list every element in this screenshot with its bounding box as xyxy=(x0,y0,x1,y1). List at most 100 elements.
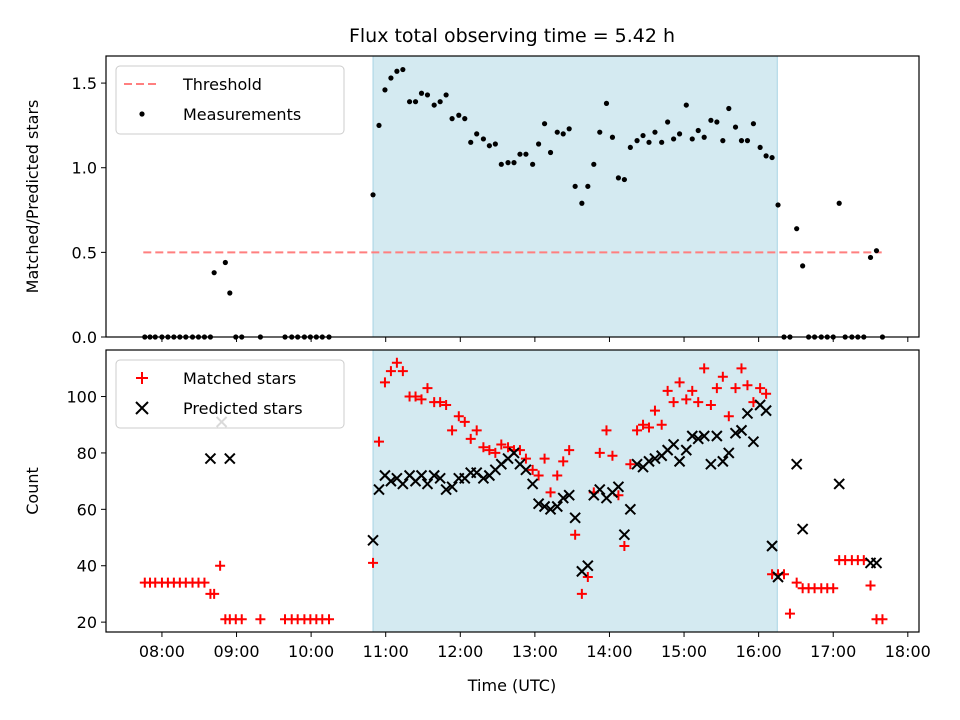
predicted-star-point xyxy=(680,444,692,456)
measurement-point xyxy=(462,116,468,122)
matched-star-point xyxy=(674,377,685,388)
measurement-point xyxy=(486,143,492,149)
predicted-star-point xyxy=(667,438,680,451)
matched-star-point xyxy=(607,450,618,461)
measurement-point xyxy=(732,124,739,130)
matched-star-point xyxy=(465,433,476,444)
measurement-point xyxy=(406,99,413,105)
matched-star-point xyxy=(643,422,654,433)
measurement-point xyxy=(738,138,745,144)
matched-star-point xyxy=(730,383,741,394)
measurement-point xyxy=(498,161,504,167)
matched-star-point xyxy=(471,425,482,436)
predicted-star-point xyxy=(520,464,532,476)
predicted-star-point xyxy=(397,478,409,490)
measurement-point xyxy=(412,99,419,105)
bottom-axes-frame xyxy=(105,349,920,633)
measurement-point xyxy=(523,151,529,157)
matched-star-point xyxy=(791,577,802,588)
matched-star-point xyxy=(638,419,649,430)
x-tick-label: 11:00 xyxy=(363,642,409,661)
predicted-star-point xyxy=(446,481,458,493)
legend-entry-label: Matched stars xyxy=(183,369,296,388)
predicted-star-point xyxy=(421,478,434,490)
predicted-star-point xyxy=(618,529,631,541)
measurement-point xyxy=(665,119,671,125)
legend-entry-label: Measurements xyxy=(183,105,301,124)
predicted-star-point xyxy=(532,497,545,510)
bottom-y-tick-label: 80 xyxy=(77,444,97,463)
matched-star-point xyxy=(416,394,427,405)
predicted-star-point xyxy=(717,455,729,468)
measurement-point xyxy=(431,102,437,108)
predicted-star-point xyxy=(415,469,428,482)
predicted-star-point xyxy=(440,483,452,496)
matched-star-point xyxy=(705,399,716,410)
matched-star-point xyxy=(761,388,772,399)
measurement-point xyxy=(400,66,406,73)
measurement-point xyxy=(627,144,633,151)
predicted-star-point xyxy=(624,503,637,516)
measurement-point xyxy=(480,136,487,142)
predicted-star-point xyxy=(508,447,520,459)
x-tick-label: 16:00 xyxy=(736,642,782,661)
matched-star-point xyxy=(717,371,728,382)
top-y-tick-label: 1.5 xyxy=(72,74,97,93)
predicted-star-point xyxy=(538,500,551,513)
matched-star-point xyxy=(447,425,458,436)
predicted-star-point xyxy=(612,481,625,493)
legend-entry-label: Predicted stars xyxy=(183,399,303,418)
matched-star-point xyxy=(693,397,704,408)
predicted-star-point xyxy=(870,557,883,569)
matched-star-point xyxy=(520,453,531,464)
predicted-star-point xyxy=(569,512,581,524)
matched-star-point xyxy=(527,464,538,475)
matched-star-point xyxy=(255,614,266,625)
x-tick-label: 17:00 xyxy=(810,642,856,661)
matched-star-point xyxy=(410,391,421,402)
matched-star-point xyxy=(755,383,766,394)
matched-star-point xyxy=(422,383,433,394)
matched-star-point xyxy=(397,366,408,377)
predicted-star-point xyxy=(772,571,784,583)
measurement-point xyxy=(572,183,578,189)
measurement-point xyxy=(609,134,616,140)
measurement-point xyxy=(621,176,627,183)
measurement-point xyxy=(720,138,726,144)
bottom-series-1 xyxy=(204,399,883,583)
measurement-point xyxy=(615,175,622,181)
measurement-point xyxy=(388,75,394,81)
measurement-point xyxy=(659,139,665,145)
measurement-point xyxy=(566,126,572,132)
matched-star-point xyxy=(865,580,876,591)
measurement-point xyxy=(456,112,462,118)
predicted-star-point xyxy=(686,430,698,442)
measurement-point xyxy=(227,290,233,296)
matched-star-point xyxy=(490,447,501,458)
matched-star-point xyxy=(368,557,379,568)
measurement-point xyxy=(800,263,806,269)
matched-star-point xyxy=(742,380,753,391)
measurement-point xyxy=(443,92,449,98)
matched-star-point xyxy=(459,416,470,427)
measurement-point xyxy=(676,131,683,137)
measurement-point xyxy=(646,139,652,145)
matched-star-point xyxy=(558,456,569,467)
matched-star-point xyxy=(478,442,489,453)
predicted-star-point xyxy=(698,430,710,442)
measurement-point xyxy=(530,161,536,167)
matched-star-point xyxy=(441,399,452,410)
predicted-star-point xyxy=(796,523,809,535)
matched-star-point xyxy=(656,419,667,430)
measurement-point xyxy=(744,138,751,144)
matched-star-point xyxy=(619,540,630,551)
measurement-point xyxy=(873,248,880,254)
x-tick-label: 10:00 xyxy=(288,642,334,661)
legend-measurements-handle xyxy=(139,111,145,117)
bottom-y-tick-label: 40 xyxy=(77,557,97,576)
predicted-star-point xyxy=(723,447,735,459)
top-y-tick-label: 0.5 xyxy=(72,243,97,262)
predicted-star-point xyxy=(833,478,845,490)
matched-star-point xyxy=(594,447,605,458)
measurement-point xyxy=(437,99,443,105)
